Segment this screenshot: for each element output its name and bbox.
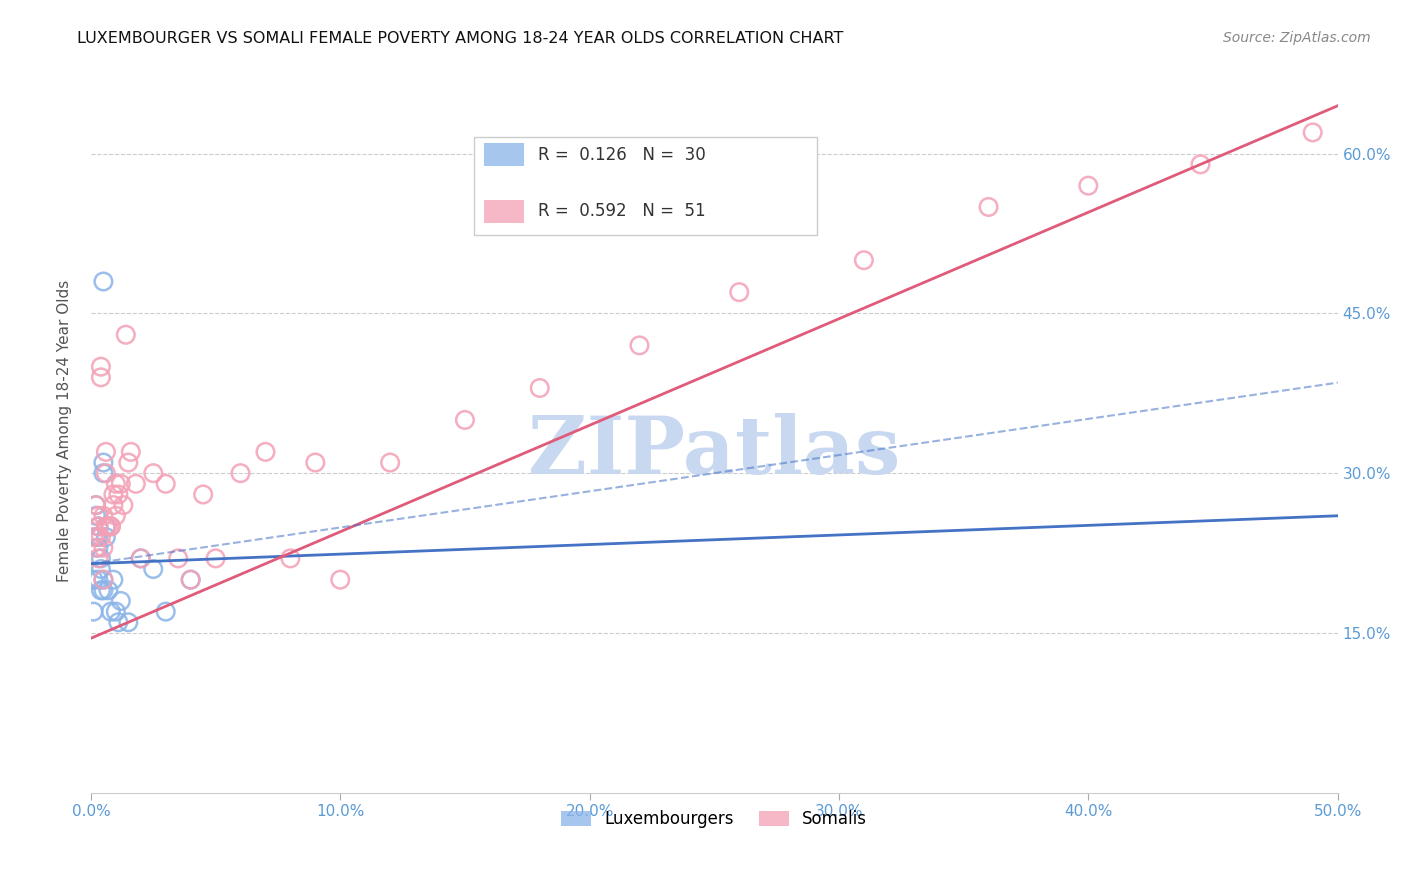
Point	[82, 573, 104, 587]
Point	[90, 530, 112, 544]
Point	[87, 508, 110, 523]
Point	[87, 541, 110, 555]
Point	[103, 498, 125, 512]
Point	[628, 338, 651, 352]
Point	[90, 370, 112, 384]
Text: R =  0.592   N =  51: R = 0.592 N = 51	[538, 202, 706, 220]
Point	[82, 605, 104, 619]
Point	[117, 456, 139, 470]
Point	[87, 551, 110, 566]
Point	[90, 359, 112, 374]
Text: Source: ZipAtlas.com: Source: ZipAtlas.com	[1223, 31, 1371, 45]
Point	[129, 551, 152, 566]
Point	[100, 519, 122, 533]
Point	[93, 275, 115, 289]
Point	[204, 551, 226, 566]
Point	[304, 456, 326, 470]
Point	[142, 562, 165, 576]
Point	[94, 530, 117, 544]
Point	[1189, 157, 1212, 171]
Point	[87, 519, 110, 533]
Point	[97, 519, 120, 533]
Point	[280, 551, 302, 566]
Point	[93, 573, 115, 587]
Point	[529, 381, 551, 395]
Point	[120, 445, 142, 459]
Point	[112, 498, 135, 512]
Point	[378, 456, 401, 470]
Point	[454, 413, 477, 427]
Point	[155, 605, 177, 619]
FancyBboxPatch shape	[474, 137, 817, 235]
Point	[254, 445, 277, 459]
Y-axis label: Female Poverty Among 18-24 Year Olds: Female Poverty Among 18-24 Year Olds	[58, 279, 72, 582]
Point	[94, 519, 117, 533]
Point	[94, 445, 117, 459]
Point	[1302, 125, 1324, 139]
Point	[93, 573, 115, 587]
Point	[977, 200, 1000, 214]
Text: LUXEMBOURGER VS SOMALI FEMALE POVERTY AMONG 18-24 YEAR OLDS CORRELATION CHART: LUXEMBOURGER VS SOMALI FEMALE POVERTY AM…	[77, 31, 844, 46]
Point	[107, 615, 129, 630]
Point	[93, 508, 115, 523]
Point	[93, 456, 115, 470]
Point	[180, 573, 202, 587]
Point	[93, 466, 115, 480]
Point	[142, 466, 165, 480]
Point	[110, 476, 132, 491]
FancyBboxPatch shape	[484, 200, 523, 223]
Text: R =  0.126   N =  30: R = 0.126 N = 30	[538, 145, 706, 164]
Point	[115, 327, 138, 342]
Point	[84, 498, 107, 512]
Point	[103, 573, 125, 587]
Point	[852, 253, 875, 268]
Point	[84, 541, 107, 555]
Point	[104, 605, 127, 619]
Point	[84, 498, 107, 512]
Point	[97, 583, 120, 598]
Point	[125, 476, 148, 491]
Point	[93, 583, 115, 598]
Point	[129, 551, 152, 566]
Point	[94, 466, 117, 480]
Point	[104, 508, 127, 523]
Point	[104, 476, 127, 491]
Point	[728, 285, 751, 300]
Point	[87, 519, 110, 533]
Text: ZIPatlas: ZIPatlas	[529, 413, 900, 491]
Point	[103, 487, 125, 501]
Point	[82, 530, 104, 544]
Point	[229, 466, 252, 480]
Point	[110, 594, 132, 608]
Point	[84, 508, 107, 523]
Point	[90, 551, 112, 566]
Point	[93, 541, 115, 555]
Point	[1077, 178, 1099, 193]
Point	[94, 519, 117, 533]
Point	[90, 562, 112, 576]
Point	[87, 530, 110, 544]
Point	[100, 519, 122, 533]
Point	[191, 487, 214, 501]
Point	[84, 530, 107, 544]
Point	[100, 605, 122, 619]
Point	[167, 551, 190, 566]
Point	[329, 573, 352, 587]
Point	[90, 583, 112, 598]
Point	[117, 615, 139, 630]
FancyBboxPatch shape	[484, 143, 523, 166]
Legend: Luxembourgers, Somalis: Luxembourgers, Somalis	[554, 804, 875, 835]
Point	[155, 476, 177, 491]
Point	[87, 573, 110, 587]
Point	[107, 487, 129, 501]
Point	[180, 573, 202, 587]
